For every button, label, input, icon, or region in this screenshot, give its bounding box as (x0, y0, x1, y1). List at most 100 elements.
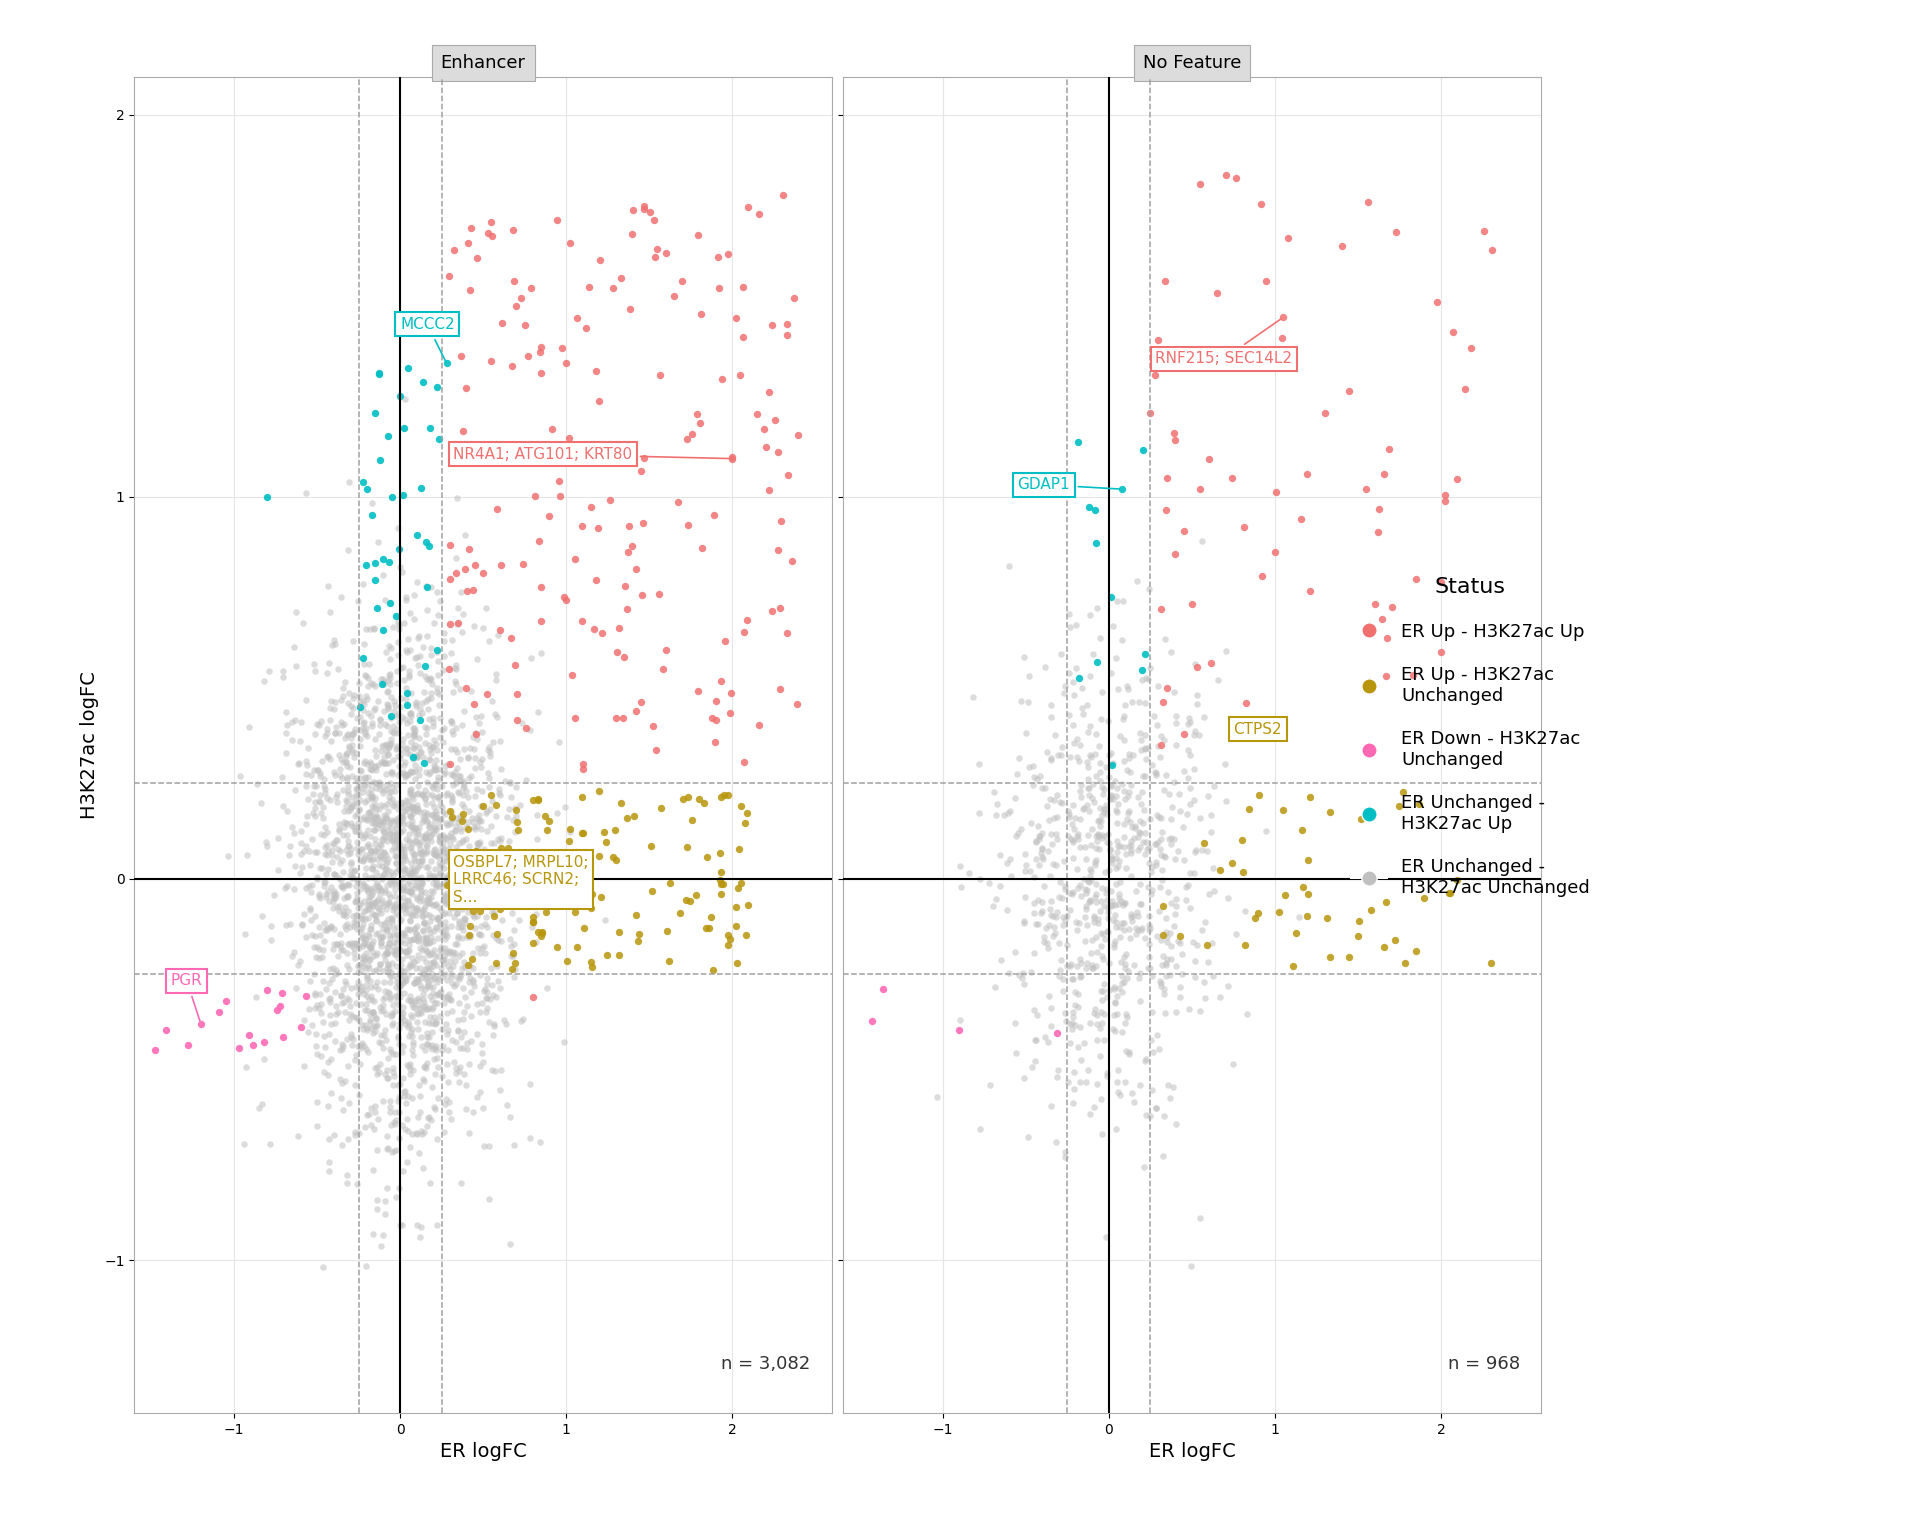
Point (330, 839, 361, 863)
Point (1102, 1058, 1133, 1083)
Point (369, 699, 399, 723)
Point (444, 1055, 474, 1080)
Point (376, 828, 407, 852)
Point (436, 825, 467, 849)
Point (415, 963, 445, 988)
Point (420, 1011, 451, 1035)
Point (442, 653, 472, 677)
Point (426, 852, 457, 877)
Point (614, 296, 645, 321)
Point (1150, 498, 1181, 522)
Point (357, 714, 388, 739)
Point (365, 708, 396, 733)
Point (378, 895, 409, 920)
Point (1079, 997, 1110, 1021)
Point (422, 604, 453, 628)
Point (344, 671, 374, 696)
Point (1092, 877, 1123, 902)
Point (371, 762, 401, 786)
Point (371, 877, 401, 902)
Point (300, 796, 330, 820)
Point (1087, 680, 1117, 705)
Point (445, 1170, 476, 1195)
Point (359, 696, 390, 720)
Point (428, 848, 459, 872)
Point (436, 872, 467, 897)
Point (300, 923, 330, 948)
Point (372, 750, 403, 774)
Point (1073, 495, 1104, 519)
Point (420, 915, 451, 940)
Point (300, 651, 330, 676)
Point (772, 462, 803, 487)
Point (426, 806, 457, 831)
Point (407, 1215, 438, 1240)
Point (411, 834, 442, 859)
Point (411, 808, 442, 833)
Point (428, 716, 459, 740)
Point (363, 863, 394, 888)
Point (442, 547, 472, 571)
Point (328, 809, 359, 834)
Point (394, 869, 424, 894)
Point (342, 991, 372, 1015)
Point (467, 849, 497, 874)
Point (409, 960, 440, 985)
Point (495, 862, 526, 886)
Point (361, 908, 392, 932)
Point (336, 763, 367, 788)
Point (444, 816, 474, 840)
Point (382, 670, 413, 694)
Point (365, 362, 396, 387)
Point (372, 857, 403, 882)
Point (394, 938, 424, 963)
Point (586, 885, 616, 909)
Point (424, 828, 455, 852)
Point (407, 846, 438, 871)
Point (290, 834, 321, 859)
Point (365, 931, 396, 955)
Point (357, 945, 388, 969)
Point (467, 935, 497, 960)
Point (336, 865, 367, 889)
Point (382, 823, 413, 848)
Point (447, 897, 478, 922)
Point (390, 1080, 420, 1104)
Point (403, 757, 434, 782)
Point (384, 1011, 415, 1035)
Point (399, 753, 430, 777)
Point (964, 753, 995, 777)
Point (403, 1141, 434, 1166)
Point (405, 708, 436, 733)
Point (394, 829, 424, 854)
Point (1037, 995, 1068, 1020)
Point (549, 851, 580, 876)
Point (420, 1126, 451, 1150)
Point (445, 344, 476, 369)
Point (526, 923, 557, 948)
Point (436, 965, 467, 989)
Point (271, 700, 301, 725)
Point (419, 843, 449, 868)
Point (407, 982, 438, 1006)
Point (1029, 925, 1060, 949)
Point (1102, 677, 1133, 702)
Point (309, 723, 340, 748)
Point (357, 490, 388, 515)
Point (351, 877, 382, 902)
Point (309, 777, 340, 802)
Point (470, 995, 501, 1020)
Point (438, 773, 468, 797)
Point (351, 780, 382, 805)
Point (349, 863, 380, 888)
Point (413, 746, 444, 771)
Point (422, 926, 453, 951)
Point (461, 647, 492, 671)
Point (367, 877, 397, 902)
Point (486, 828, 516, 852)
Point (1133, 903, 1164, 928)
Point (324, 688, 355, 713)
Point (372, 891, 403, 915)
Point (326, 713, 357, 737)
Point (445, 883, 476, 908)
